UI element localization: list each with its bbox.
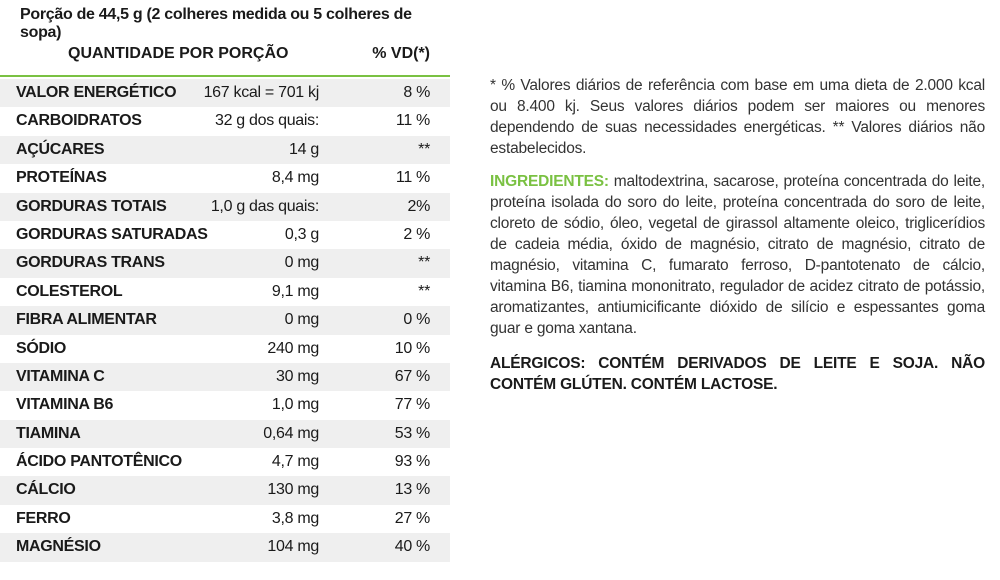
- nutrient-quantity: 1,0 mg: [271, 396, 319, 414]
- table-row: CÁLCIO 130 mg 13 %: [0, 476, 450, 505]
- ingredients-text: maltodextrina, sacarose, proteína concen…: [490, 173, 985, 337]
- info-panel: * % Valores diários de referência com ba…: [490, 75, 985, 395]
- table-row: FIBRA ALIMENTAR 0 mg 0 %: [0, 306, 450, 335]
- header-vd: % VD(*): [372, 45, 430, 62]
- table-row: PROTEÍNAS 8,4 mg 11 %: [0, 164, 450, 192]
- table-row: TIAMINA 0,64 mg 53 %: [0, 419, 450, 449]
- nutrient-quantity: 9,1 mg: [271, 282, 319, 300]
- nutrition-table: VALOR ENERGÉTICO 167 kcal = 701 kj 8 % CARB…: [0, 79, 450, 562]
- nutrient-vd: **: [418, 254, 430, 272]
- table-row: GORDURAS TOTAIS 1,0 g das quais: 2%: [0, 192, 450, 221]
- nutrient-vd: 8 %: [403, 84, 430, 101]
- nutrient-name: VALOR ENERGÉTICO: [16, 84, 177, 101]
- nutrient-vd: 10 %: [394, 339, 431, 357]
- nutrient-vd: **: [418, 140, 430, 158]
- table-row: FERRO 3,8 mg 27 %: [0, 505, 450, 533]
- nutrient-name: PROTEÍNAS: [16, 169, 107, 187]
- nutrient-vd: 0 %: [403, 311, 430, 329]
- table-row: VITAMINA B6 1,0 mg 77 %: [0, 391, 450, 419]
- nutrient-name: CÁLCIO: [16, 481, 76, 499]
- nutrient-name: FIBRA ALIMENTAR: [16, 311, 157, 329]
- nutrient-name: ÁCIDO PANTOTÊNICO: [16, 453, 182, 471]
- table-row: CARBOIDRATOS 32 g dos quais: 11 %: [0, 107, 450, 135]
- nutrient-name: COLESTEROL: [16, 282, 123, 300]
- nutrient-vd: 13 %: [394, 481, 431, 499]
- nutrient-quantity: 4,7 mg: [271, 453, 319, 471]
- nutrient-vd: 40 %: [394, 538, 431, 556]
- nutrient-quantity: 240 mg: [267, 339, 319, 357]
- header-quantity: QUANTIDADE POR PORÇÃO: [68, 45, 289, 62]
- nutrient-quantity: 1,0 g das quais:: [210, 197, 319, 215]
- nutrient-vd: 67 %: [394, 367, 431, 385]
- table-header: QUANTIDADE POR PORÇÃO % VD(*): [0, 38, 450, 70]
- nutrient-quantity: 0,64 mg: [263, 424, 319, 442]
- footnote: * % Valores diários de referência com ba…: [490, 77, 985, 157]
- table-row: VITAMINA C 30 mg 67 %: [0, 362, 450, 392]
- table-row: AÇÚCARES 14 g **: [0, 135, 450, 165]
- nutrient-quantity: 3,8 mg: [271, 509, 319, 527]
- nutrient-name: MAGNÉSIO: [16, 538, 101, 556]
- table-row: ÁCIDO PANTOTÊNICO 4,7 mg 93 %: [0, 448, 450, 476]
- nutrient-vd: 11 %: [395, 112, 430, 130]
- nutrient-vd: 53 %: [394, 424, 431, 442]
- nutrient-quantity: 30 mg: [276, 367, 319, 385]
- serving-size: Porção de 44,5 g (2 colheres medida ou 5…: [20, 6, 412, 41]
- nutrient-quantity: 167 kcal = 701 kj: [203, 84, 320, 101]
- table-row: GORDURAS TRANS 0 mg **: [0, 249, 450, 278]
- nutrient-vd: 2%: [407, 197, 430, 215]
- nutrient-name: GORDURAS TRANS: [16, 254, 165, 272]
- nutrient-name: AÇÚCARES: [16, 140, 105, 158]
- nutrient-name: CARBOIDRATOS: [16, 112, 142, 130]
- nutrient-quantity: 8,4 mg: [271, 169, 319, 187]
- nutrient-quantity: 0 mg: [284, 311, 320, 329]
- nutrient-name: VITAMINA B6: [16, 396, 114, 414]
- nutrient-name: SÓDIO: [16, 339, 67, 357]
- nutrient-quantity: 14 g: [289, 140, 319, 158]
- nutrient-vd: 27 %: [394, 509, 431, 527]
- nutrient-name: FERRO: [16, 509, 71, 527]
- header-divider: [0, 75, 450, 77]
- table-row: SÓDIO 240 mg 10 %: [0, 335, 450, 363]
- nutrient-vd: 11 %: [395, 169, 430, 187]
- allergens: ALÉRGICOS: CONTÉM DERIVADOS DE LEITE E S…: [490, 355, 985, 393]
- table-row: COLESTEROL 9,1 mg **: [0, 278, 450, 306]
- nutrient-quantity: 0 mg: [284, 254, 320, 272]
- ingredients: INGREDIENTES: maltodextrina, sacarose, p…: [490, 171, 985, 339]
- nutrient-name: VITAMINA C: [16, 367, 105, 385]
- table-row: MAGNÉSIO 104 mg 40 %: [0, 533, 450, 562]
- table-row: GORDURAS SATURADAS 0,3 g 2 %: [0, 221, 450, 249]
- nutrient-quantity: 104 mg: [267, 538, 319, 556]
- nutrient-quantity: 130 mg: [267, 481, 319, 499]
- nutrient-quantity: 0,3 g: [284, 225, 319, 243]
- nutrient-vd: **: [418, 282, 430, 300]
- nutrient-vd: 2 %: [403, 225, 430, 243]
- nutrient-name: GORDURAS SATURADAS: [16, 225, 208, 243]
- nutrient-name: GORDURAS TOTAIS: [16, 197, 167, 215]
- ingredients-label: INGREDIENTES:: [490, 173, 609, 190]
- nutrient-vd: 77 %: [394, 396, 431, 414]
- table-row: VALOR ENERGÉTICO 167 kcal = 701 kj 8 %: [0, 79, 450, 108]
- nutrient-vd: 93 %: [394, 453, 431, 471]
- nutrient-quantity: 32 g dos quais:: [214, 112, 319, 130]
- nutrient-name: TIAMINA: [16, 424, 81, 442]
